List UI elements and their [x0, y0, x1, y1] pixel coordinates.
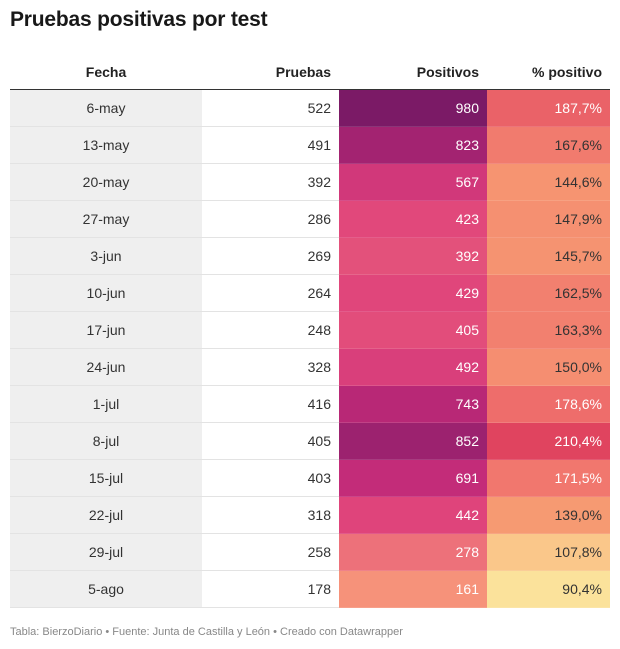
- pct-positivo-cell: 144,6%: [487, 163, 610, 201]
- header-row: Fecha Pruebas Positivos % positivo: [10, 54, 610, 90]
- positivos-cell: 429: [339, 274, 487, 312]
- positivos-cell: 980: [339, 89, 487, 127]
- table-row: 27-may 286 423 147,9%: [10, 200, 610, 238]
- pruebas-cell: 522: [202, 89, 339, 127]
- positivos-cell: 691: [339, 459, 487, 497]
- pct-positivo-cell: 163,3%: [487, 311, 610, 349]
- pct-positivo-cell: 90,4%: [487, 570, 610, 608]
- positivos-cell: 823: [339, 126, 487, 164]
- pct-positivo-cell: 147,9%: [487, 200, 610, 238]
- pruebas-cell: 286: [202, 200, 339, 238]
- pruebas-cell: 405: [202, 422, 339, 460]
- fecha-cell: 29-jul: [10, 533, 202, 571]
- positivos-cell: 278: [339, 533, 487, 571]
- table-row: 13-may 491 823 167,6%: [10, 126, 610, 164]
- table-row: 17-jun 248 405 163,3%: [10, 311, 610, 349]
- pct-positivo-cell: 145,7%: [487, 237, 610, 275]
- pruebas-cell: 318: [202, 496, 339, 534]
- pruebas-cell: 416: [202, 385, 339, 423]
- header-pruebas[interactable]: Pruebas: [202, 54, 339, 90]
- source-footer: Tabla: BierzoDiario • Fuente: Junta de C…: [10, 626, 403, 638]
- table-body: 6-may 522 980 187,7% 13-may 491 823 167,6% 20-ma…: [10, 89, 610, 608]
- pruebas-cell: 392: [202, 163, 339, 201]
- fecha-cell: 8-jul: [10, 422, 202, 460]
- table-row: 3-jun 269 392 145,7%: [10, 237, 610, 275]
- table-row: 1-jul 416 743 178,6%: [10, 385, 610, 423]
- header-positivos[interactable]: Positivos: [339, 54, 487, 90]
- fecha-cell: 1-jul: [10, 385, 202, 423]
- positivos-cell: 492: [339, 348, 487, 386]
- pct-positivo-cell: 107,8%: [487, 533, 610, 571]
- table-row: 22-jul 318 442 139,0%: [10, 496, 610, 534]
- positivos-cell: 161: [339, 570, 487, 608]
- data-table: Fecha Pruebas Positivos % positivo 6-may…: [10, 54, 610, 608]
- positivos-cell: 567: [339, 163, 487, 201]
- header-pct-positivo[interactable]: % positivo: [487, 54, 610, 90]
- chart-title: Pruebas positivas por test: [10, 8, 268, 31]
- table-row: 6-may 522 980 187,7%: [10, 89, 610, 127]
- pct-positivo-cell: 187,7%: [487, 89, 610, 127]
- pruebas-cell: 269: [202, 237, 339, 275]
- pct-positivo-cell: 162,5%: [487, 274, 610, 312]
- pct-positivo-cell: 171,5%: [487, 459, 610, 497]
- table-row: 5-ago 178 161 90,4%: [10, 570, 610, 608]
- positivos-cell: 392: [339, 237, 487, 275]
- pruebas-cell: 328: [202, 348, 339, 386]
- table-row: 10-jun 264 429 162,5%: [10, 274, 610, 312]
- table-row: 8-jul 405 852 210,4%: [10, 422, 610, 460]
- header-fecha[interactable]: Fecha: [10, 54, 202, 90]
- pruebas-cell: 491: [202, 126, 339, 164]
- pct-positivo-cell: 178,6%: [487, 385, 610, 423]
- fecha-cell: 17-jun: [10, 311, 202, 349]
- pct-positivo-cell: 139,0%: [487, 496, 610, 534]
- positivos-cell: 852: [339, 422, 487, 460]
- fecha-cell: 27-may: [10, 200, 202, 238]
- table-row: 24-jun 328 492 150,0%: [10, 348, 610, 386]
- positivos-cell: 743: [339, 385, 487, 423]
- positivos-cell: 442: [339, 496, 487, 534]
- fecha-cell: 15-jul: [10, 459, 202, 497]
- table-row: 15-jul 403 691 171,5%: [10, 459, 610, 497]
- fecha-cell: 24-jun: [10, 348, 202, 386]
- pct-positivo-cell: 210,4%: [487, 422, 610, 460]
- pct-positivo-cell: 167,6%: [487, 126, 610, 164]
- table-row: 29-jul 258 278 107,8%: [10, 533, 610, 571]
- pruebas-cell: 248: [202, 311, 339, 349]
- positivos-cell: 405: [339, 311, 487, 349]
- pruebas-cell: 178: [202, 570, 339, 608]
- table-row: 20-may 392 567 144,6%: [10, 163, 610, 201]
- pct-positivo-cell: 150,0%: [487, 348, 610, 386]
- fecha-cell: 20-may: [10, 163, 202, 201]
- fecha-cell: 6-may: [10, 89, 202, 127]
- positivos-cell: 423: [339, 200, 487, 238]
- pruebas-cell: 403: [202, 459, 339, 497]
- fecha-cell: 10-jun: [10, 274, 202, 312]
- pruebas-cell: 258: [202, 533, 339, 571]
- fecha-cell: 22-jul: [10, 496, 202, 534]
- fecha-cell: 5-ago: [10, 570, 202, 608]
- fecha-cell: 13-may: [10, 126, 202, 164]
- pruebas-cell: 264: [202, 274, 339, 312]
- fecha-cell: 3-jun: [10, 237, 202, 275]
